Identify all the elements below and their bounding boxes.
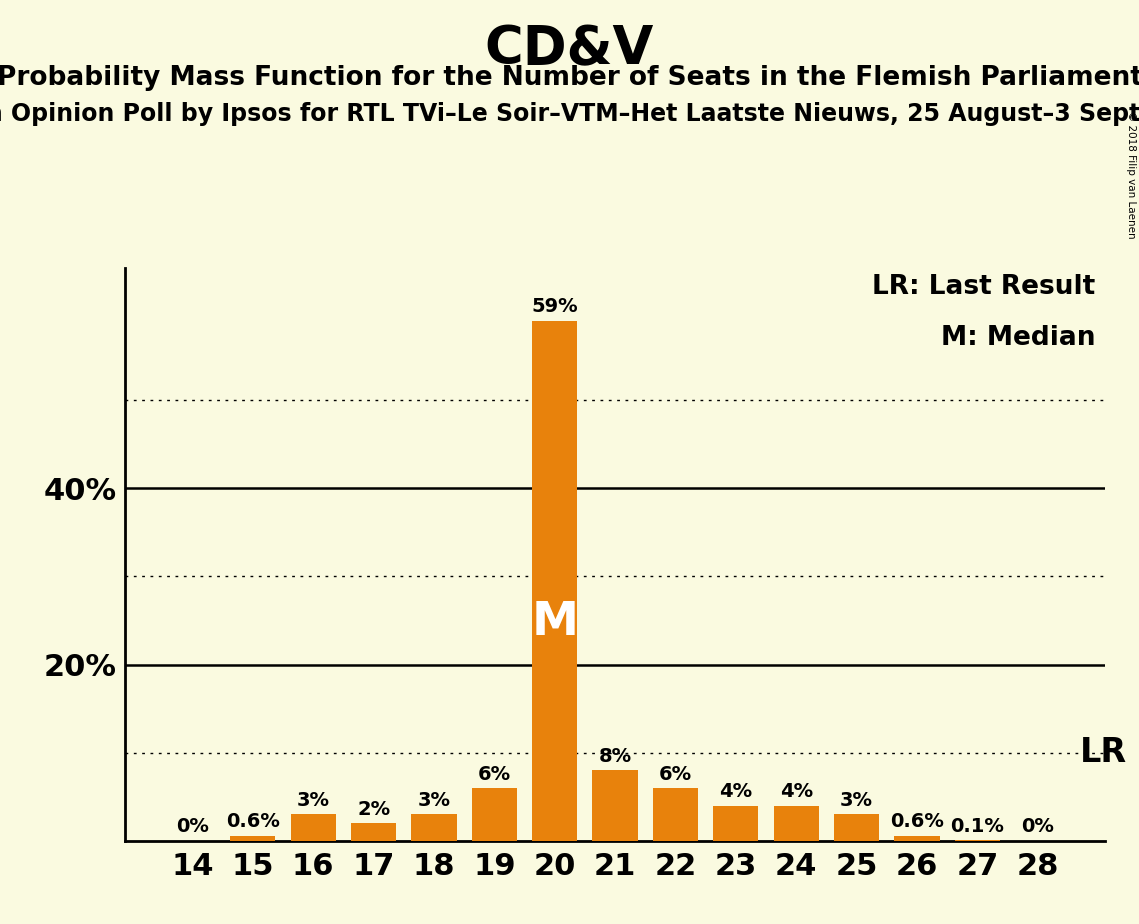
Text: LR: Last Result: LR: Last Result xyxy=(871,274,1095,299)
Bar xyxy=(411,814,457,841)
Text: LR: LR xyxy=(1080,736,1128,769)
Text: Probability Mass Function for the Number of Seats in the Flemish Parliament: Probability Mass Function for the Number… xyxy=(0,65,1139,91)
Text: © 2018 Filip van Laenen: © 2018 Filip van Laenen xyxy=(1126,111,1136,238)
Text: 0%: 0% xyxy=(1022,818,1054,836)
Text: 6%: 6% xyxy=(477,764,511,784)
Text: 6%: 6% xyxy=(658,764,693,784)
Bar xyxy=(532,321,577,841)
Text: 0.1%: 0.1% xyxy=(950,817,1005,835)
Bar xyxy=(834,814,879,841)
Bar xyxy=(592,771,638,841)
Text: 0.6%: 0.6% xyxy=(226,812,280,832)
Text: 0%: 0% xyxy=(177,818,208,836)
Bar xyxy=(773,806,819,841)
Bar xyxy=(230,835,276,841)
Text: 3%: 3% xyxy=(417,791,450,810)
Text: 3%: 3% xyxy=(296,791,329,810)
Text: 0.6%: 0.6% xyxy=(890,812,944,832)
Text: 59%: 59% xyxy=(532,298,577,316)
Bar xyxy=(472,788,517,841)
Bar xyxy=(894,835,940,841)
Text: 3%: 3% xyxy=(841,791,874,810)
Text: M: M xyxy=(531,600,579,645)
Bar xyxy=(713,806,759,841)
Text: 4%: 4% xyxy=(779,783,813,801)
Text: M: Median: M: Median xyxy=(941,325,1095,351)
Text: 2%: 2% xyxy=(357,800,391,819)
Bar xyxy=(653,788,698,841)
Text: 4%: 4% xyxy=(719,783,753,801)
Text: CD&V: CD&V xyxy=(485,23,654,75)
Bar xyxy=(351,823,396,841)
Bar xyxy=(290,814,336,841)
Text: an Opinion Poll by Ipsos for RTL TVi–Le Soir–VTM–Het Laatste Nieuws, 25 August–3: an Opinion Poll by Ipsos for RTL TVi–Le … xyxy=(0,102,1139,126)
Text: 8%: 8% xyxy=(598,747,632,766)
